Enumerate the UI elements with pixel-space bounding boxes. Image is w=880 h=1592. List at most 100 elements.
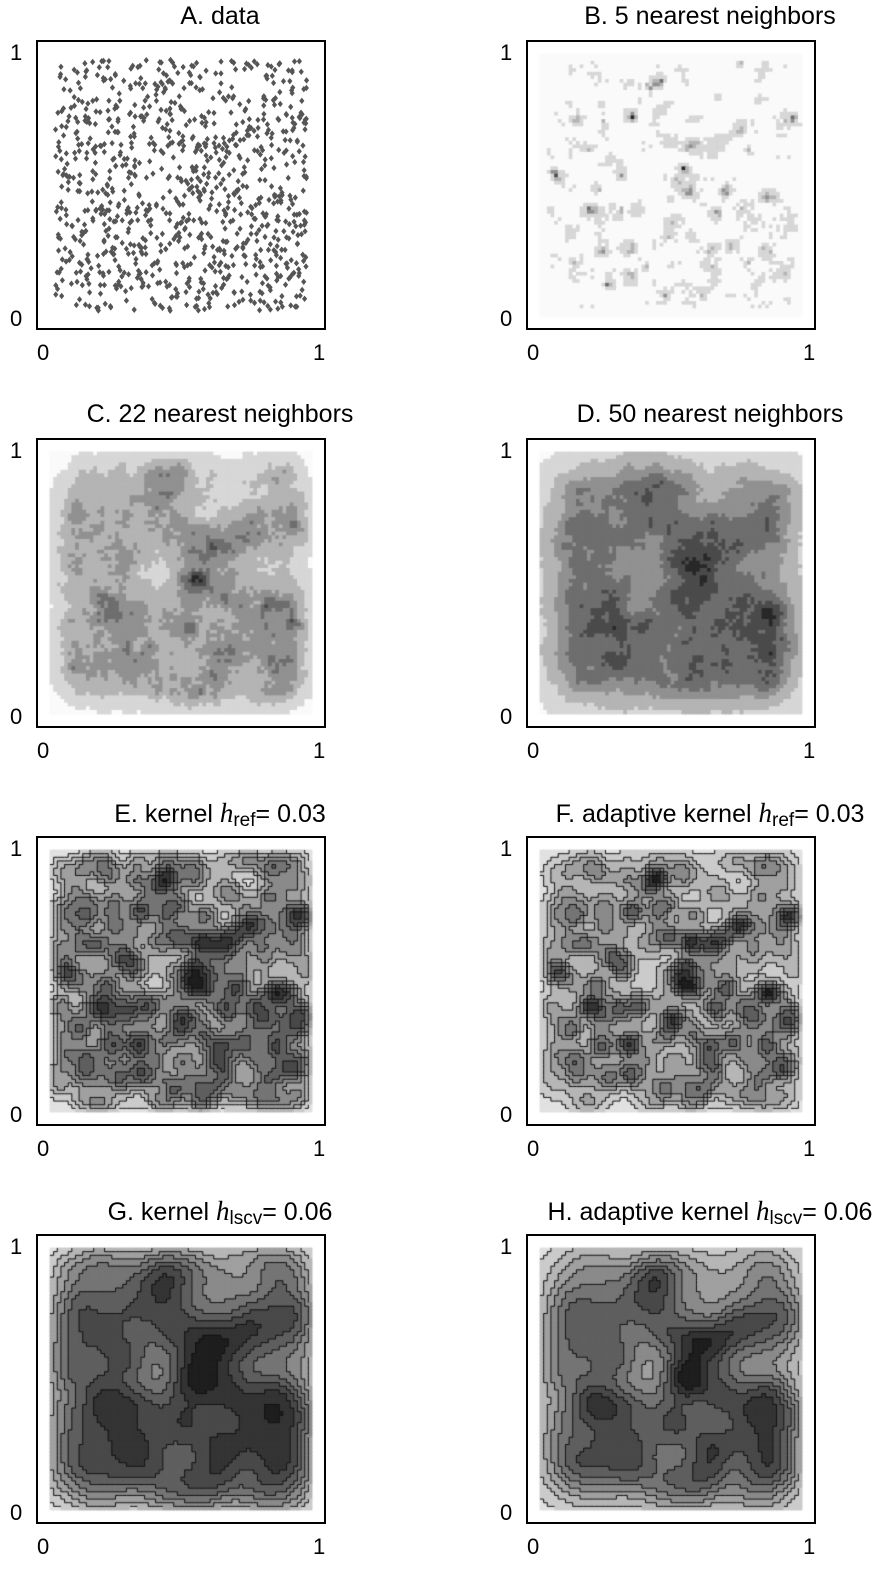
data-point — [125, 204, 131, 212]
data-point — [289, 89, 295, 97]
data-point — [59, 183, 65, 190]
data-point — [225, 198, 232, 206]
data-point — [121, 269, 127, 276]
data-point — [67, 248, 73, 256]
data-point — [102, 210, 108, 218]
data-point — [282, 136, 288, 144]
data-point — [241, 136, 247, 143]
density-map — [38, 440, 324, 726]
x-tick-label: 0 — [527, 340, 540, 365]
data-point — [296, 266, 302, 273]
y-tick-label: 1 — [10, 438, 23, 463]
data-point — [189, 62, 195, 69]
data-point — [193, 295, 200, 302]
data-point — [90, 58, 96, 66]
data-point — [75, 96, 82, 104]
data-point — [213, 70, 219, 77]
data-point — [277, 100, 283, 108]
data-point — [63, 76, 69, 83]
data-point — [133, 255, 139, 263]
data-point — [73, 114, 79, 122]
data-point — [108, 248, 114, 256]
data-point — [302, 228, 308, 235]
data-point — [186, 216, 192, 223]
data-point — [303, 115, 309, 123]
data-point — [55, 231, 61, 238]
data-point — [224, 148, 230, 155]
data-point — [203, 119, 209, 126]
data-point — [158, 248, 164, 255]
data-point — [70, 174, 77, 181]
data-point — [296, 113, 302, 121]
data-point — [263, 96, 269, 104]
data-point — [238, 211, 244, 218]
data-point — [272, 66, 278, 74]
data-point — [222, 185, 228, 193]
data-point — [103, 190, 109, 197]
data-point — [275, 236, 281, 243]
data-point — [274, 242, 280, 250]
data-point — [291, 211, 297, 218]
panel-g: G. kernel hlscv= 0.06 1 0 0 1 — [0, 1194, 440, 1592]
data-point — [248, 223, 255, 230]
data-point — [220, 237, 226, 245]
data-point — [64, 160, 70, 168]
data-point — [240, 170, 246, 178]
data-point — [85, 251, 91, 258]
data-point — [117, 97, 123, 104]
data-point — [237, 154, 243, 162]
data-point — [271, 200, 277, 207]
data-point — [211, 253, 217, 261]
data-point — [248, 124, 254, 132]
data-point — [90, 168, 96, 175]
data-point — [128, 169, 134, 177]
data-point — [171, 235, 177, 243]
y-tick-label: 1 — [10, 836, 23, 861]
data-point — [300, 158, 307, 166]
data-point — [262, 233, 268, 241]
data-point — [63, 150, 69, 157]
data-point — [195, 174, 201, 182]
data-point — [259, 222, 265, 229]
data-point — [218, 70, 224, 77]
data-point — [278, 299, 284, 306]
data-point — [163, 126, 169, 133]
data-point — [56, 139, 62, 146]
data-point — [299, 111, 305, 118]
data-point — [199, 86, 206, 93]
data-point — [114, 213, 121, 220]
data-point — [301, 167, 307, 174]
data-point — [94, 252, 101, 260]
x-tick-label: 0 — [37, 1136, 50, 1161]
data-point — [301, 278, 307, 285]
data-point — [100, 272, 107, 279]
data-point — [194, 302, 200, 310]
y-tick-label: 0 — [10, 1500, 23, 1525]
contour-map — [528, 1236, 814, 1522]
data-point — [165, 175, 171, 182]
data-point — [142, 212, 149, 219]
data-point — [254, 237, 260, 245]
data-point — [96, 262, 102, 269]
data-point — [273, 298, 279, 305]
data-point — [201, 305, 208, 313]
data-point — [92, 159, 98, 167]
data-point — [255, 116, 261, 124]
data-point — [294, 138, 300, 146]
data-point — [146, 140, 153, 148]
data-point — [195, 141, 201, 148]
data-point — [297, 292, 303, 299]
data-point — [172, 99, 178, 107]
x-tick-label: 0 — [527, 738, 540, 763]
data-point — [270, 79, 277, 87]
data-point — [278, 199, 284, 206]
data-point — [183, 121, 189, 129]
contour-surface — [38, 1236, 324, 1522]
data-point — [223, 262, 229, 270]
y-tick-label: 1 — [500, 1234, 513, 1259]
data-point — [112, 245, 118, 252]
data-point — [95, 189, 101, 196]
data-point — [100, 250, 107, 258]
data-point — [112, 105, 118, 112]
data-point — [161, 89, 167, 96]
